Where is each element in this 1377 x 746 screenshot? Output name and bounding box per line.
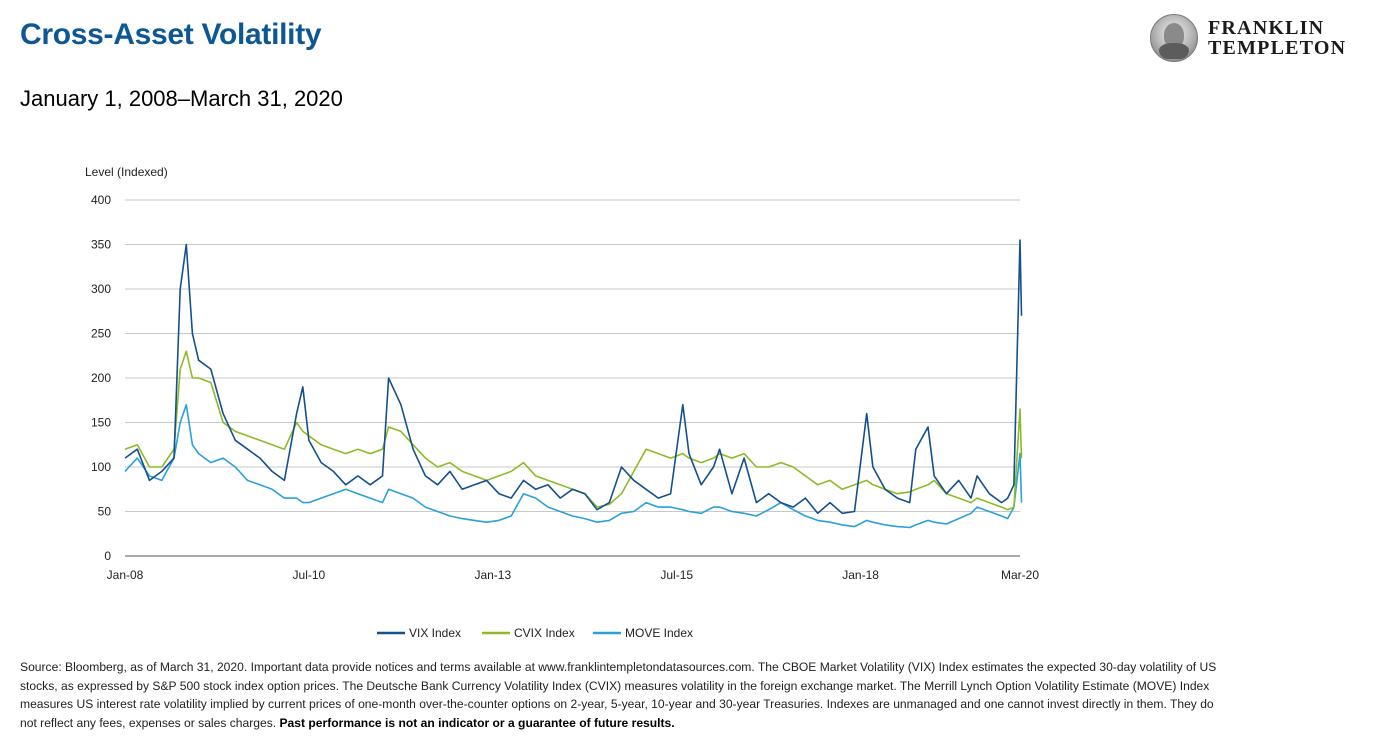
series-line-vix-index: [124, 239, 1023, 515]
x-tick-label: Jan-13: [474, 568, 511, 582]
x-axis-ticks: Jan-08 Jul-10 Jan-13 Jul-15 Jan-18 Mar-20: [107, 568, 1040, 582]
x-tick-label: Jan-08: [107, 568, 144, 582]
x-tick-label: Jul-15: [660, 568, 693, 582]
x-tick-label: Mar-20: [1001, 568, 1039, 582]
legend-label: MOVE Index: [625, 626, 693, 640]
legend-item-move-index: MOVE Index: [593, 626, 693, 640]
y-axis-label: Level (Indexed): [85, 165, 168, 179]
y-tick-label: 50: [98, 505, 112, 519]
y-tick-label: 300: [91, 282, 111, 296]
x-tick-label: Jul-10: [293, 568, 326, 582]
y-tick-label: 200: [91, 371, 111, 385]
y-tick-label: 0: [104, 549, 111, 563]
x-tick-label: Jan-18: [842, 568, 879, 582]
logo-wordmark: FRANKLIN TEMPLETON: [1208, 18, 1346, 58]
franklin-templeton-logo: FRANKLIN TEMPLETON: [1150, 14, 1360, 62]
y-tick-label: 150: [91, 416, 111, 430]
chart-title: Cross-Asset Volatility: [20, 18, 322, 51]
legend-item-vix-index: VIX Index: [377, 626, 461, 640]
y-tick-label: 350: [91, 238, 111, 252]
y-axis-ticks: 0 50 100 150 200 250 300 350 400: [91, 193, 111, 563]
chart-legend: VIX Index CVIX Index MOVE Index: [377, 626, 693, 640]
legend-item-cvix-index: CVIX Index: [482, 626, 575, 640]
y-tick-label: 400: [91, 193, 111, 207]
y-tick-label: 250: [91, 327, 111, 341]
benjamin-franklin-portrait-icon: [1150, 14, 1198, 62]
footnote-disclaimer: Past performance is not an indicator or …: [279, 715, 675, 730]
series-line-cvix-index: [124, 350, 1023, 511]
logo-line-1: FRANKLIN: [1208, 17, 1325, 39]
gridlines: [125, 199, 1020, 557]
legend-label: VIX Index: [409, 626, 461, 640]
series-line-move-index: [124, 403, 1023, 529]
legend-label: CVIX Index: [514, 626, 575, 640]
chart-subtitle: January 1, 2008–March 31, 2020: [20, 86, 343, 111]
logo-line-2: TEMPLETON: [1208, 37, 1347, 59]
y-tick-label: 100: [91, 460, 111, 474]
source-footnote: Source: Bloomberg, as of March 31, 2020.…: [20, 658, 1230, 732]
series-lines: [124, 239, 1023, 529]
footnote-text: Source: Bloomberg, as of March 31, 2020.…: [20, 660, 1217, 730]
